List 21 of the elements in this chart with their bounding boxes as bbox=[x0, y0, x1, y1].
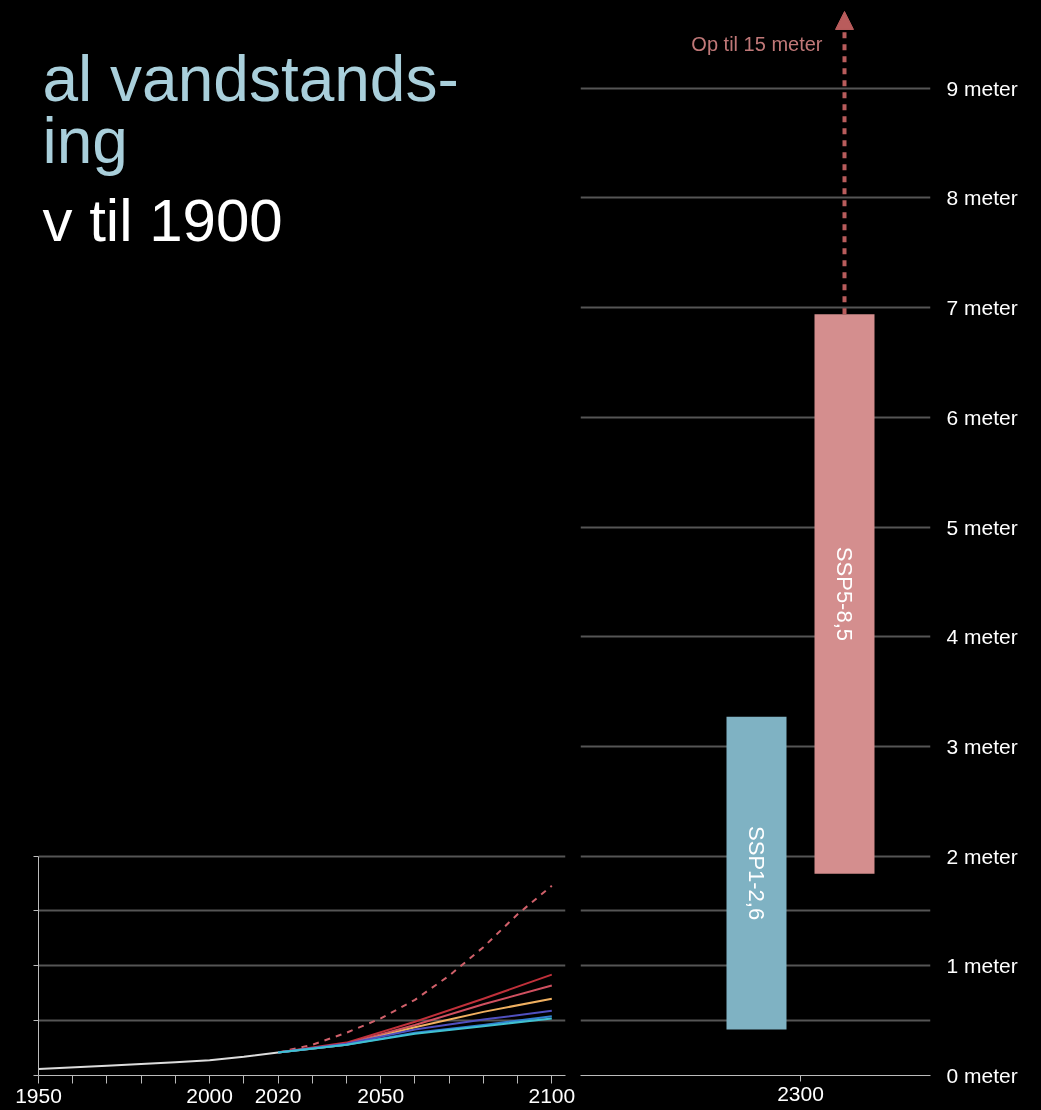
y-tick-label: 2 meter bbox=[946, 844, 1018, 868]
text: al vandstands- ing bbox=[42, 42, 459, 177]
y-tick-label: 4 meter bbox=[946, 625, 1018, 649]
x-tick-label: 2000 bbox=[186, 1083, 233, 1107]
y-tick-label: 1 meter bbox=[946, 954, 1018, 978]
y-tick-label: 0 meter bbox=[946, 1064, 1018, 1087]
y-tick-label: 3 meter bbox=[946, 734, 1018, 758]
y-tick-label: 5 meter bbox=[946, 515, 1018, 539]
series-label: SSP1-2,6 bbox=[744, 826, 769, 921]
y-tick-label: 8 meter bbox=[946, 186, 1018, 210]
y-tick-label: 6 meter bbox=[946, 405, 1018, 429]
x-tick-label: 2050 bbox=[357, 1083, 405, 1107]
series-label: SSP5-8,5 bbox=[832, 546, 857, 642]
y-tick-label: 9 meter bbox=[946, 76, 1018, 100]
x-tick-label: 1950 bbox=[15, 1083, 62, 1107]
y-tick-label: 7 meter bbox=[946, 296, 1018, 320]
text: v til 1900 bbox=[42, 186, 283, 254]
annotation: Op til 15 meter bbox=[691, 33, 823, 56]
x-tick-label: 2020 bbox=[254, 1083, 302, 1107]
x-tick-label: 2300 bbox=[777, 1081, 824, 1105]
x-tick-label: 2100 bbox=[528, 1083, 576, 1107]
